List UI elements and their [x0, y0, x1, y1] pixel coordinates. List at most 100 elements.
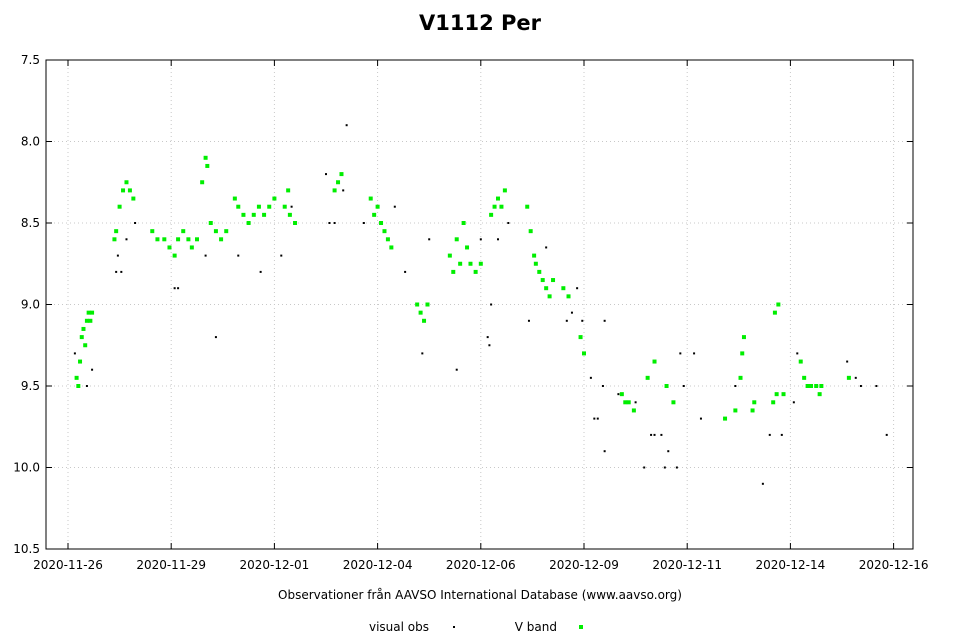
- x-tick-labels: 2020-11-26 2020-11-29 2020-12-01 2020-12-04…: [33, 558, 928, 572]
- vband-point: [131, 196, 136, 201]
- vband-point: [422, 318, 427, 323]
- visual-point: [570, 311, 573, 314]
- vband-point: [623, 400, 628, 405]
- visual-point: [404, 270, 407, 273]
- vband-point: [551, 278, 556, 283]
- vband-point: [121, 188, 126, 193]
- vband-point: [626, 400, 631, 405]
- visual-point: [617, 393, 620, 396]
- vband-point: [532, 253, 537, 258]
- visual-point: [393, 205, 396, 208]
- vband-point: [645, 375, 650, 380]
- vband-point: [90, 310, 95, 315]
- visual-series: [73, 124, 888, 485]
- visual-point: [596, 417, 599, 420]
- visual-point: [497, 238, 499, 241]
- visual-point: [653, 433, 656, 436]
- visual-point: [875, 385, 878, 387]
- legend-vband-marker: [579, 625, 583, 629]
- vband-point: [776, 302, 781, 307]
- x-tick-label: 2020-12-04: [343, 558, 413, 572]
- vband-point: [114, 229, 119, 234]
- vband-point: [74, 375, 79, 380]
- visual-point: [601, 385, 604, 387]
- vband-point: [798, 359, 803, 364]
- vband-point: [208, 221, 213, 225]
- vband-point: [186, 237, 191, 242]
- visual-point: [328, 222, 331, 224]
- vband-point: [528, 229, 533, 234]
- visual-point: [675, 466, 678, 469]
- visual-point: [859, 385, 862, 387]
- visual-point: [325, 173, 327, 176]
- vband-point: [814, 384, 819, 388]
- vband-point: [117, 204, 122, 209]
- y-tick-labels: 7.5 8.0 8.5 9.0 9.5 10.0 10.5: [13, 53, 40, 556]
- vband-point: [272, 196, 277, 201]
- visual-point: [565, 319, 568, 322]
- vband-point: [189, 245, 194, 250]
- vband-point: [582, 351, 586, 356]
- visual-point: [603, 319, 606, 322]
- visual-point: [85, 385, 88, 387]
- x-tick-label: 2020-12-01: [240, 558, 310, 572]
- y-tick-label: 8.0: [21, 135, 40, 149]
- vband-point: [771, 400, 776, 405]
- grid-lines: [46, 60, 913, 549]
- y-tick-label: 7.5: [21, 53, 40, 67]
- vband-point: [533, 261, 538, 266]
- vband-point: [372, 212, 377, 217]
- visual-point: [455, 368, 458, 371]
- vband-point: [461, 221, 466, 225]
- vband-point: [224, 229, 229, 234]
- visual-point: [527, 319, 530, 322]
- legend-visual-label: visual obs: [369, 620, 429, 634]
- visual-point: [290, 205, 293, 208]
- vband-point: [287, 212, 292, 217]
- visual-point: [792, 401, 795, 404]
- vband-point: [631, 408, 636, 413]
- vband-point: [750, 408, 755, 413]
- vband-point: [339, 172, 344, 177]
- vband-point: [286, 188, 291, 193]
- vband-point: [385, 237, 390, 242]
- visual-point: [345, 124, 348, 127]
- legend-vband-label: V band: [515, 620, 557, 634]
- vband-point: [172, 253, 177, 258]
- vband-point: [772, 310, 777, 315]
- vband-point: [652, 359, 657, 364]
- vband-point: [246, 221, 251, 225]
- visual-point: [650, 433, 653, 436]
- visual-point: [854, 376, 857, 379]
- vband-point: [496, 196, 500, 201]
- vband-point: [88, 318, 93, 323]
- vband-point: [200, 180, 205, 185]
- visual-point: [362, 222, 365, 224]
- vband-point: [465, 245, 470, 250]
- vband-point: [282, 204, 287, 209]
- visual-point: [173, 287, 176, 290]
- visual-point: [761, 482, 764, 485]
- visual-point: [667, 450, 670, 453]
- vband-point: [740, 351, 745, 356]
- vband-point: [382, 229, 387, 234]
- vband-point: [150, 229, 155, 234]
- vband-point: [418, 310, 423, 315]
- visual-point: [796, 352, 799, 355]
- vband-point: [473, 269, 478, 274]
- y-tick-label: 9.0: [21, 298, 40, 312]
- vband-point: [547, 294, 552, 299]
- vband-point: [478, 261, 483, 266]
- vband-point: [566, 294, 571, 299]
- plot-frame: [45, 59, 914, 550]
- vband-point: [81, 326, 86, 331]
- vband-point: [525, 204, 530, 209]
- vband-point: [79, 335, 84, 340]
- visual-point: [116, 254, 119, 257]
- vband-point: [124, 180, 129, 185]
- vband-point: [502, 188, 507, 193]
- vband-point: [76, 384, 81, 388]
- vband-point: [447, 253, 452, 258]
- chart-title: V1112 Per: [419, 11, 542, 35]
- vband-point: [78, 359, 83, 364]
